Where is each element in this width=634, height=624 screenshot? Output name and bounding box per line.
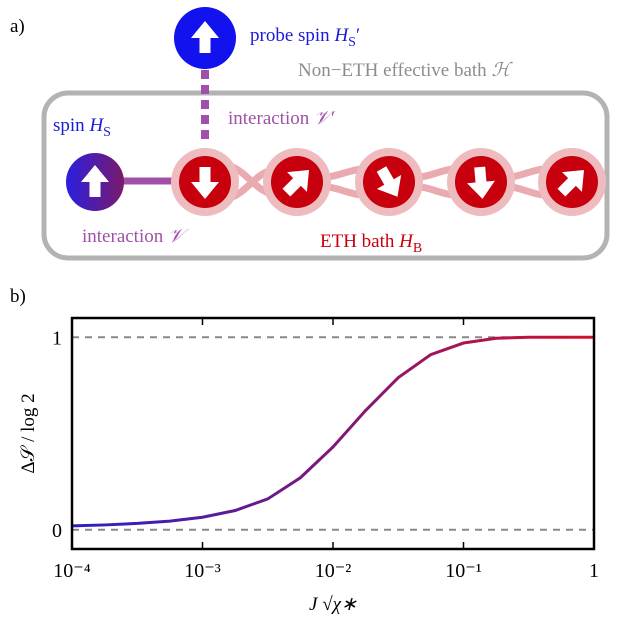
x-tick-label: 10⁻⁴ [53,560,91,582]
y-tick-label: 1 [52,327,62,349]
x-tick-label: 10⁻¹ [445,560,482,582]
y-tick-label: 0 [52,520,62,542]
interaction-probe-label: interaction 𝒱′ [228,108,336,129]
probe-spin [174,7,236,69]
chart: b) 0 1 10⁻⁴ 10⁻³ 10⁻² 10⁻¹ 1 J √χ∗ Δ𝒮 / log 2 [10,286,599,615]
plot-frame [70,316,596,551]
x-tick-label: 10⁻² [315,560,352,582]
x-axis-label: J √χ∗ [309,594,357,615]
data-line [71,335,594,528]
eth-bath-label: ETH bath HB [320,231,422,256]
bath-label: Non−ETH effective bath ℋ [298,60,513,81]
bath-box [41,90,610,261]
x-tick-label: 1 [589,560,599,582]
spin-label: spin HS [53,115,111,140]
panel-label: a) [10,16,25,37]
bath-spins [171,148,606,216]
probe-label: probe spin HS′ [250,25,360,50]
interaction-spin-label: interaction 𝒱 [82,226,190,247]
system-spin [66,153,124,211]
y-axis-label: Δ𝒮 / log 2 [18,393,39,473]
x-tick-label: 10⁻³ [184,560,221,582]
panel-label: b) [10,286,26,307]
diagram: a) probe spin HS′ Non−ETH effective bath… [10,7,610,261]
